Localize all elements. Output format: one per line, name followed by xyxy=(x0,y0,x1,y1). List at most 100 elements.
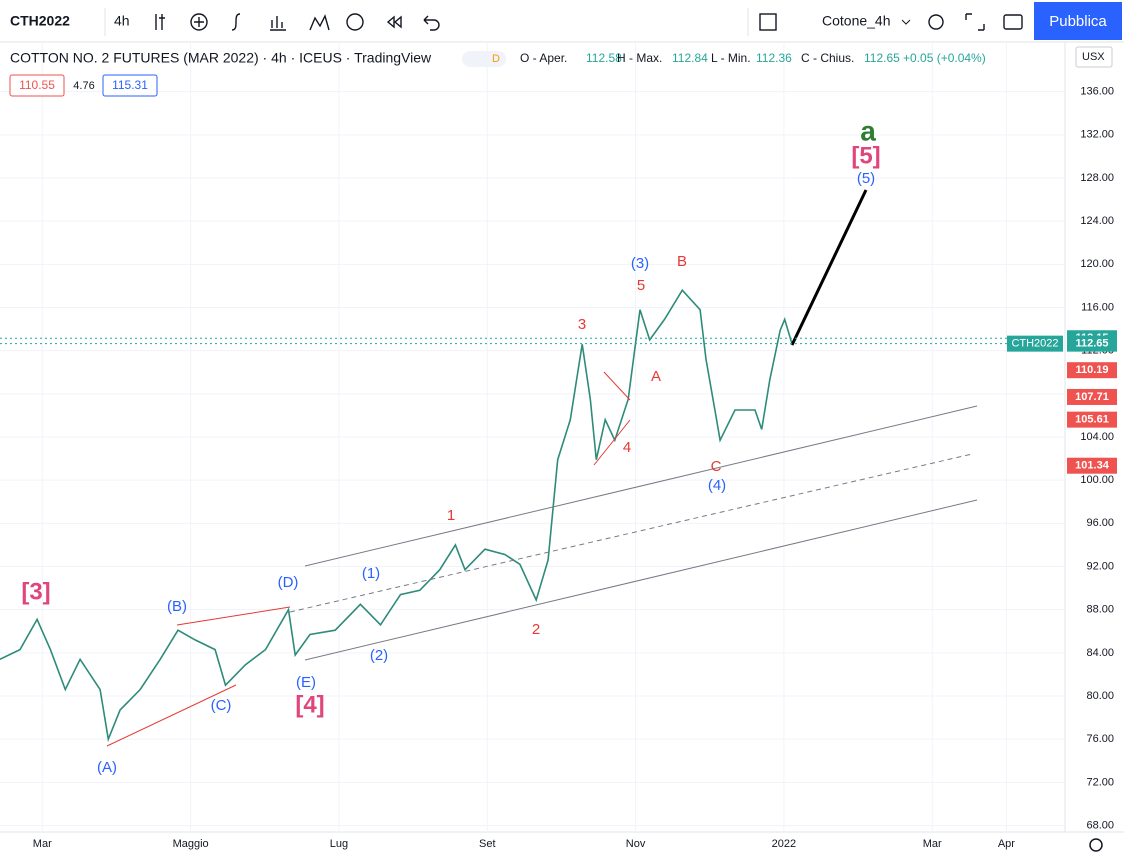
y-tick-label: 132.00 xyxy=(1080,129,1114,141)
publish-label[interactable]: Pubblica xyxy=(1049,13,1107,30)
y-tick-label: 92.00 xyxy=(1086,560,1114,572)
wave-label: (3) xyxy=(631,255,649,272)
price-tag-label: 105.61 xyxy=(1075,414,1109,426)
price-line xyxy=(0,288,793,743)
bid-box[interactable] xyxy=(9,74,65,97)
wave-label: A xyxy=(651,368,661,385)
x-tick-label: Nov xyxy=(626,838,646,850)
symbol-tag xyxy=(1007,335,1063,352)
price-tag-label: 112.65 xyxy=(1075,338,1108,350)
drawings xyxy=(106,189,978,747)
y-tick-label: 104.00 xyxy=(1080,431,1114,443)
wave-label: a xyxy=(860,115,876,146)
plot-area: 68.00 72.00 76.00 80.00 84.00 88.00 92.00 96.00… xyxy=(0,42,1124,850)
price-tag xyxy=(1067,388,1117,405)
currency-box[interactable] xyxy=(1075,46,1113,68)
x-tick-label: Mar xyxy=(923,838,942,850)
wave-label: 3 xyxy=(578,316,586,333)
symbol[interactable]: CTH2022 xyxy=(10,13,70,29)
x-tick-label: Maggio xyxy=(173,838,209,850)
change: +0.05 (+0.04%) xyxy=(903,51,986,65)
wave-labels: [3] (A) (B) (C) (D) (E) [4] (1) (2) 1 2 … xyxy=(21,115,880,776)
y-tick-label: 120.00 xyxy=(1080,258,1114,270)
channel-mid xyxy=(289,453,973,613)
dropdown-arrow[interactable] xyxy=(901,19,911,25)
wave-label: (E) xyxy=(296,674,316,691)
ohlc-value: 112.58 xyxy=(586,51,622,65)
channel-lower xyxy=(304,499,978,661)
legend-title: COTTON NO. 2 FUTURES (MAR 2022) · 4h · I… xyxy=(10,50,432,66)
price-tag-label: 110.19 xyxy=(1075,364,1108,376)
price-tag-label: 101.34 xyxy=(1075,460,1110,472)
x-tick-label: Set xyxy=(479,838,496,850)
x-tick-label: Lug xyxy=(330,838,348,850)
y-tick-label: 76.00 xyxy=(1086,733,1114,745)
wave-label: (2) xyxy=(370,647,388,664)
forecast-line xyxy=(790,189,868,346)
price-tag-label: 107.71 xyxy=(1075,391,1109,403)
flag-pill xyxy=(462,51,506,67)
y-tick-label: 68.00 xyxy=(1086,819,1114,831)
symbol-tag-label: CTH2022 xyxy=(1011,338,1058,350)
flag: D xyxy=(492,53,500,65)
y-tick-label: 100.00 xyxy=(1080,474,1114,486)
price-tag xyxy=(1067,362,1117,379)
channel-upper xyxy=(304,405,978,567)
wave-label: (D) xyxy=(278,574,299,591)
triangle-line xyxy=(176,606,291,626)
legend: COTTON NO. 2 FUTURES (MAR 2022) · 4h · I… xyxy=(9,50,986,97)
wave-label: 1 xyxy=(447,507,455,524)
wave-label: (A) xyxy=(97,759,117,776)
wave-label: B xyxy=(677,253,687,270)
settings-icon[interactable] xyxy=(1089,838,1103,852)
wave-label: [4] xyxy=(295,691,324,718)
x-tick-label: Apr xyxy=(998,838,1015,850)
wave-label: 4 xyxy=(623,439,631,456)
spread: 4.76 xyxy=(73,80,94,92)
wave-label: 2 xyxy=(532,621,540,638)
toolbar xyxy=(0,0,1124,42)
wave-label: [3] xyxy=(21,578,50,605)
triangle-line xyxy=(593,419,631,466)
y-tick-label: 80.00 xyxy=(1086,690,1114,702)
y-tick-label: 116.00 xyxy=(1081,301,1114,313)
wave-label: (5) xyxy=(857,170,875,187)
y-tick-label: 136.00 xyxy=(1080,86,1114,98)
x-tick-label: 2022 xyxy=(772,838,796,850)
toolbar-icons[interactable] xyxy=(155,13,1023,31)
price-tag xyxy=(1067,411,1117,428)
wave-label: C xyxy=(711,458,722,475)
wave-label: 5 xyxy=(637,277,645,294)
ohlc-value: 112.65 xyxy=(864,51,900,65)
ask-box[interactable] xyxy=(102,74,158,97)
y-tick-label: 72.00 xyxy=(1086,776,1114,788)
ohlc-label: H - Max. xyxy=(617,51,662,65)
ohlc-label: O - Aper. xyxy=(520,51,567,65)
price-tag xyxy=(1067,457,1117,474)
price-tag xyxy=(1067,335,1117,352)
wave-label: (C) xyxy=(211,697,232,714)
triangle-line xyxy=(603,371,631,401)
y-tick-label: 88.00 xyxy=(1086,604,1114,616)
interval[interactable]: 4h xyxy=(114,13,130,29)
ohlc-value: 112.84 xyxy=(672,51,708,65)
y-tick-label: 96.00 xyxy=(1086,517,1114,529)
wave-label: [5] xyxy=(851,142,880,169)
wave-label: (B) xyxy=(167,598,187,615)
wave-label: (1) xyxy=(362,565,380,582)
y-tick-label: 128.00 xyxy=(1080,172,1114,184)
publish-button[interactable] xyxy=(1034,2,1122,40)
currency[interactable]: USX xyxy=(1082,51,1105,63)
y-tick-label: 84.00 xyxy=(1086,647,1114,659)
ohlc-value: 112.36 xyxy=(756,51,792,65)
triangle-line xyxy=(106,684,237,747)
layout-name[interactable]: Cotone_4h xyxy=(822,13,891,29)
ohlc-label: L - Min. xyxy=(711,51,751,65)
ask[interactable]: 115.31 xyxy=(112,78,148,92)
y-tick-label: 124.00 xyxy=(1080,215,1114,227)
bid[interactable]: 110.55 xyxy=(19,78,55,92)
x-tick-label: Mar xyxy=(33,838,52,850)
wave-label: (4) xyxy=(708,477,726,494)
ohlc-label: C - Chius. xyxy=(801,51,854,65)
